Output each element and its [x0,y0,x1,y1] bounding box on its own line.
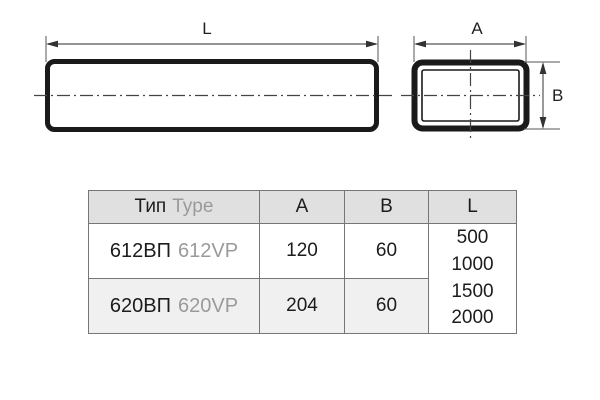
height-dimension-label: B [552,86,564,105]
length-option: 500 [456,226,489,248]
column-header-l: L [428,190,517,224]
l-arrow-right-icon [366,40,378,48]
cell-type-en: 620VP [178,294,239,317]
column-header-type-ru: Тип [134,196,167,217]
column-header-a: A [259,190,345,224]
length-dimension-label: L [202,19,212,38]
cell-type-ru: 612ВП [109,239,172,262]
b-arrow-top-icon [539,62,547,74]
specification-table: Тип Type A B L 612ВП 612VP 120 60 500 1000… [88,190,517,334]
cell-b: 60 [344,223,429,279]
cell-a: 204 [259,278,345,334]
table-row: 620ВП 620VP 204 60 [88,278,517,334]
cell-type: 620ВП 620VP [88,278,260,334]
cell-a: 120 [259,223,345,279]
duct-drawing-svg [34,36,560,142]
b-arrow-bottom-icon [539,117,547,129]
length-option: 1500 [451,280,494,302]
column-header-type: Тип Type [88,190,260,224]
a-arrow-left-icon [414,40,426,48]
width-dimension-label: A [471,19,483,38]
column-header-b: B [344,190,429,224]
length-option: 2000 [451,307,494,329]
l-arrow-left-icon [46,40,58,48]
column-header-type-en: Type [172,196,214,217]
cell-type-en: 612VP [178,239,239,262]
table-header-row: Тип Type A B L [88,190,517,224]
a-arrow-right-icon [514,40,526,48]
cell-b: 60 [344,278,429,334]
cell-type: 612ВП 612VP [88,223,260,279]
technical-drawing: L A B [0,0,600,175]
table-row: 612ВП 612VP 120 60 500 1000 1500 2000 [88,223,517,334]
cell-type-ru: 620ВП [109,294,172,317]
cell-lengths: 500 1000 1500 2000 [428,223,517,334]
length-option: 1000 [451,253,494,275]
